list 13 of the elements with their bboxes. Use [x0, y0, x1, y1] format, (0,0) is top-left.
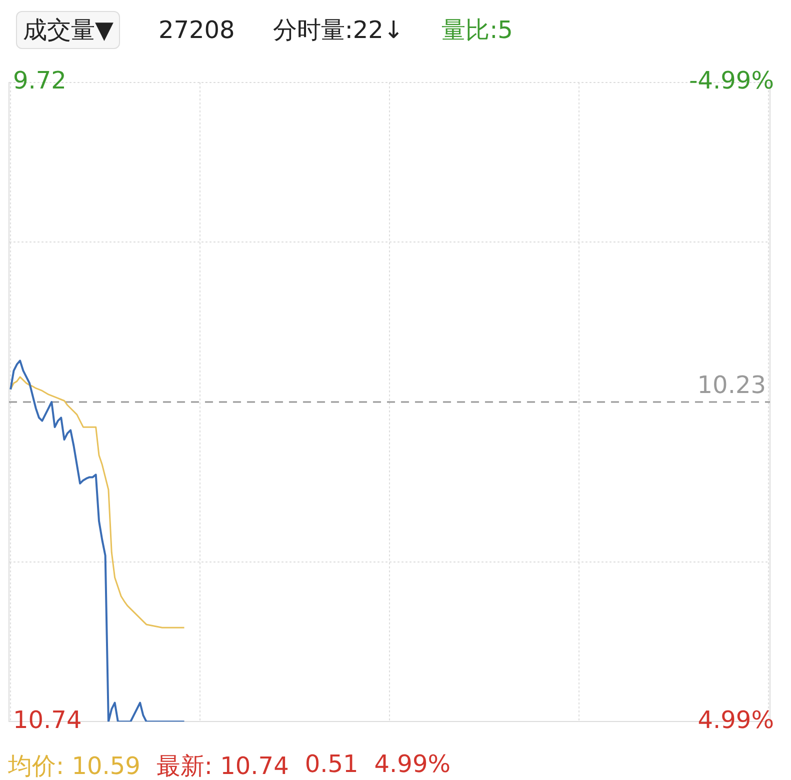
text: 量比:5	[442, 15, 513, 46]
y2-tick-label: 4.99%	[698, 706, 774, 734]
y2-tick-label: -4.99%	[689, 66, 774, 95]
y-tick-label: 9.72	[13, 66, 66, 95]
text: 27208	[158, 16, 235, 44]
ref-line-label: 10.23	[697, 371, 766, 400]
text: 最新: 10.74	[156, 751, 289, 780]
text: 成交量▼	[16, 11, 120, 49]
text: 分时量:22↓	[272, 15, 404, 46]
text: 0.51	[304, 750, 358, 780]
y-tick-label: 10.74	[13, 706, 82, 734]
text: 4.99%	[374, 750, 451, 780]
text: 均价: 10.59	[8, 751, 140, 780]
